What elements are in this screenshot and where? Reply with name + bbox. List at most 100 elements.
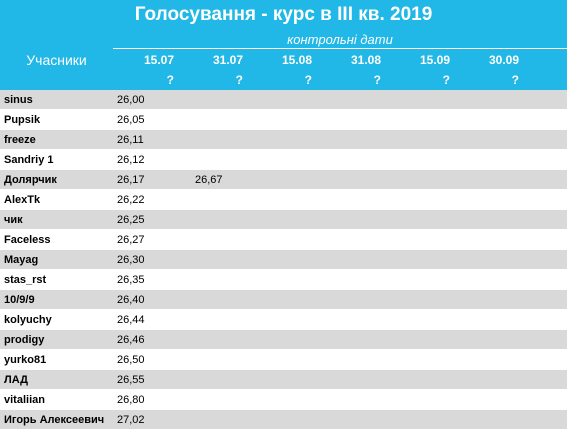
forecast-cell[interactable] (471, 330, 516, 350)
forecast-cell[interactable] (195, 410, 240, 430)
forecast-cell[interactable] (264, 390, 309, 410)
forecast-cell[interactable]: 26,80 (117, 394, 145, 406)
participant-name[interactable]: Игорь Алексеевич (4, 414, 105, 426)
forecast-cell[interactable]: 26,40 (117, 294, 145, 306)
forecast-cell[interactable] (264, 170, 309, 190)
forecast-cell[interactable] (333, 270, 378, 290)
forecast-cell[interactable] (195, 250, 240, 270)
forecast-cell[interactable] (471, 90, 516, 110)
forecast-cell[interactable] (333, 150, 378, 170)
date-header[interactable]: 15.08 (281, 53, 312, 67)
forecast-cell[interactable] (402, 170, 447, 190)
forecast-cell[interactable] (195, 130, 240, 150)
forecast-cell[interactable] (195, 310, 240, 330)
forecast-cell[interactable] (333, 130, 378, 150)
forecast-cell[interactable] (333, 110, 378, 130)
date-header[interactable]: 30.09 (488, 53, 519, 67)
forecast-cell[interactable] (402, 190, 447, 210)
forecast-cell[interactable] (471, 270, 516, 290)
forecast-cell[interactable]: 26,46 (117, 334, 145, 346)
forecast-cell[interactable] (333, 310, 378, 330)
participant-name[interactable]: Faceless (4, 234, 51, 246)
actual-rate-placeholder[interactable]: ? (235, 73, 243, 87)
forecast-cell[interactable] (471, 150, 516, 170)
forecast-cell[interactable] (264, 290, 309, 310)
forecast-cell[interactable] (195, 150, 240, 170)
actual-rate-placeholder[interactable]: ? (373, 73, 381, 87)
forecast-cell[interactable] (264, 90, 309, 110)
forecast-cell[interactable] (264, 310, 309, 330)
forecast-cell[interactable] (264, 150, 309, 170)
forecast-cell[interactable] (471, 130, 516, 150)
forecast-cell[interactable] (402, 250, 447, 270)
forecast-cell[interactable]: 26,12 (117, 154, 145, 166)
forecast-cell[interactable]: 26,00 (117, 94, 145, 106)
forecast-cell[interactable] (264, 350, 309, 370)
forecast-cell[interactable]: 26,35 (117, 274, 145, 286)
date-header[interactable]: 31.08 (350, 53, 381, 67)
actual-rate-placeholder[interactable]: ? (304, 73, 312, 87)
forecast-cell[interactable] (471, 310, 516, 330)
forecast-cell[interactable] (195, 290, 240, 310)
forecast-cell[interactable] (333, 90, 378, 110)
forecast-cell[interactable] (333, 210, 378, 230)
forecast-cell[interactable] (471, 170, 516, 190)
participant-name[interactable]: чик (4, 214, 23, 226)
forecast-cell[interactable] (402, 270, 447, 290)
forecast-cell[interactable] (402, 350, 447, 370)
participant-name[interactable]: ЛАД (4, 374, 28, 386)
forecast-cell[interactable] (471, 290, 516, 310)
participant-name[interactable]: Mayag (4, 254, 39, 266)
forecast-cell[interactable] (471, 210, 516, 230)
forecast-cell[interactable] (333, 370, 378, 390)
forecast-cell[interactable] (333, 330, 378, 350)
participant-name[interactable]: Sandriy 1 (4, 154, 54, 166)
forecast-cell[interactable] (264, 270, 309, 290)
forecast-cell[interactable]: 26,30 (117, 254, 145, 266)
forecast-cell[interactable] (471, 350, 516, 370)
forecast-cell[interactable] (471, 110, 516, 130)
participant-name[interactable]: Pupsik (4, 114, 41, 126)
forecast-cell[interactable] (195, 110, 240, 130)
forecast-cell[interactable]: 27,02 (117, 414, 145, 426)
forecast-cell[interactable] (264, 370, 309, 390)
forecast-cell[interactable] (333, 190, 378, 210)
forecast-cell[interactable] (264, 210, 309, 230)
participant-name[interactable]: prodigy (4, 334, 45, 346)
forecast-cell[interactable] (402, 130, 447, 150)
forecast-cell[interactable]: 26,67 (195, 174, 223, 186)
forecast-cell[interactable] (195, 350, 240, 370)
forecast-cell[interactable] (471, 370, 516, 390)
forecast-cell[interactable] (471, 230, 516, 250)
forecast-cell[interactable]: 26,27 (117, 234, 145, 246)
forecast-cell[interactable] (333, 350, 378, 370)
forecast-cell[interactable]: 26,25 (117, 214, 145, 226)
forecast-cell[interactable] (195, 190, 240, 210)
forecast-cell[interactable] (402, 210, 447, 230)
participant-name[interactable]: freeze (4, 134, 36, 146)
forecast-cell[interactable] (195, 390, 240, 410)
forecast-cell[interactable] (264, 330, 309, 350)
forecast-cell[interactable] (402, 310, 447, 330)
participant-name[interactable]: vitaliian (4, 394, 45, 406)
forecast-cell[interactable] (264, 130, 309, 150)
forecast-cell[interactable] (402, 410, 447, 430)
forecast-cell[interactable] (195, 330, 240, 350)
forecast-cell[interactable] (333, 410, 378, 430)
actual-rate-placeholder[interactable]: ? (511, 73, 519, 87)
forecast-cell[interactable] (471, 390, 516, 410)
forecast-cell[interactable]: 26,05 (117, 114, 145, 126)
date-header[interactable]: 15.07 (143, 53, 174, 67)
forecast-cell[interactable] (402, 330, 447, 350)
forecast-cell[interactable] (195, 210, 240, 230)
forecast-cell[interactable] (195, 270, 240, 290)
participant-name[interactable]: Долярчик (4, 174, 57, 186)
forecast-cell[interactable] (471, 250, 516, 270)
participant-name[interactable]: stas_rst (4, 274, 47, 286)
participant-name[interactable]: AlexTk (4, 194, 41, 206)
forecast-cell[interactable]: 26,44 (117, 314, 145, 326)
forecast-cell[interactable]: 26,22 (117, 194, 145, 206)
actual-rate-placeholder[interactable]: ? (166, 73, 174, 87)
forecast-cell[interactable]: 26,55 (117, 374, 145, 386)
forecast-cell[interactable] (333, 250, 378, 270)
